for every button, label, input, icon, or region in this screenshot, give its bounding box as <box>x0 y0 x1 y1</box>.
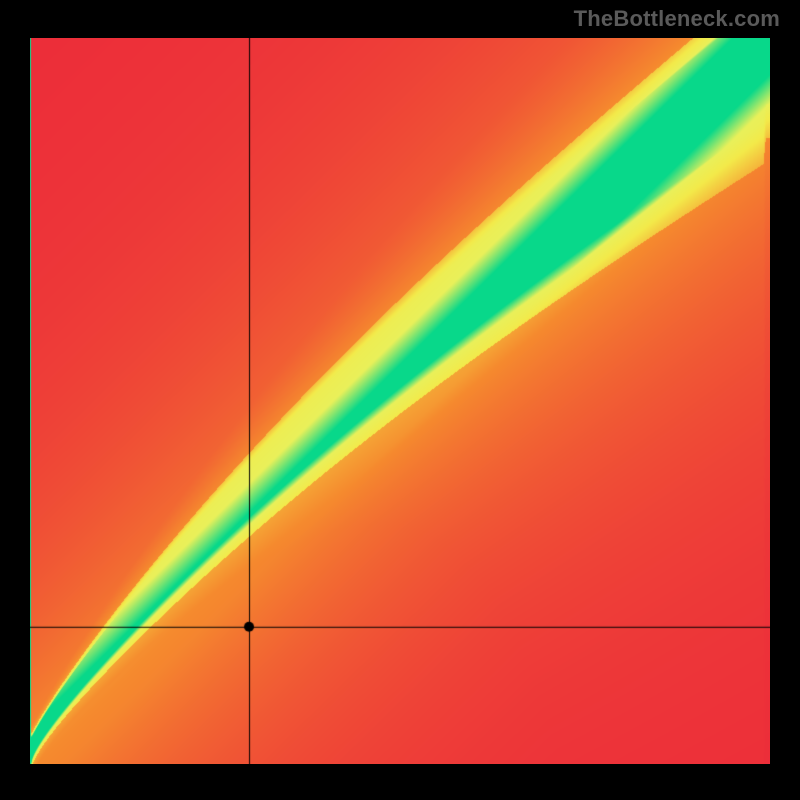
chart-container: TheBottleneck.com <box>0 0 800 800</box>
bottleneck-heatmap <box>30 38 770 764</box>
watermark-label: TheBottleneck.com <box>574 6 780 32</box>
